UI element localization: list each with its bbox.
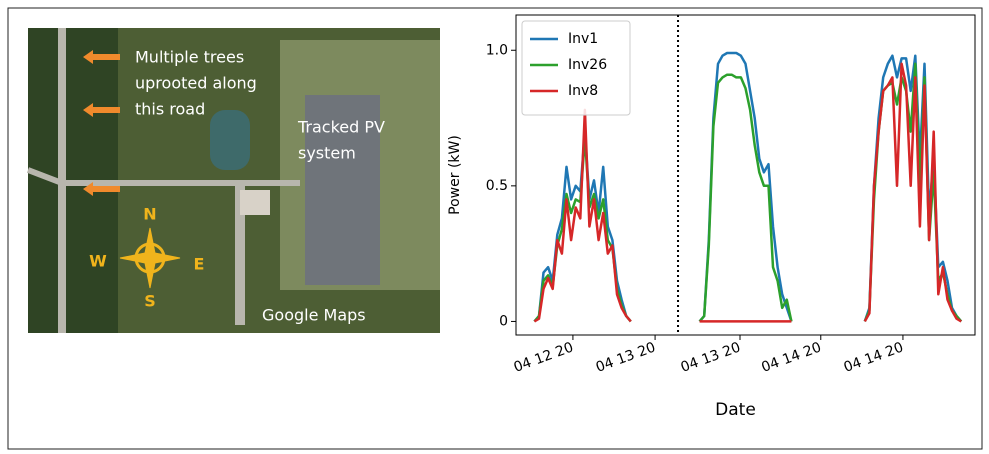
annotation-line: uprooted along <box>135 74 257 93</box>
pv-label: Tracked PV <box>297 118 385 137</box>
x-tick-label: 04 12 20 <box>512 339 576 375</box>
figure-frame <box>7 7 983 450</box>
annotation-line: this road <box>135 100 205 119</box>
plot-frame <box>515 14 976 336</box>
legend-label: Inv1 <box>568 31 598 47</box>
map-source: Google Maps <box>262 306 366 325</box>
annotation-line: Multiple trees <box>135 48 244 67</box>
legend-label: Inv26 <box>568 57 607 73</box>
building <box>240 190 270 215</box>
pv-array <box>305 95 380 285</box>
arrow <box>83 182 120 196</box>
x-axis-label: Date <box>715 400 756 420</box>
compass-w: W <box>89 252 107 271</box>
y-tick-label: 1.0 <box>486 42 508 58</box>
compass-e: E <box>194 255 205 274</box>
compass-letters: N S E W <box>89 205 204 311</box>
aerial-map: N S E W Multiple trees uprooted along th… <box>26 28 440 333</box>
pond <box>210 110 250 170</box>
y-tick-label: 0 <box>499 313 508 329</box>
x-tick-label: 04 13 20 <box>679 339 743 375</box>
road <box>235 185 245 325</box>
x-tick-label: 04 14 20 <box>759 339 823 375</box>
compass-n: N <box>143 205 156 224</box>
legend-label: Inv8 <box>568 83 598 99</box>
x-tick-label: 04 14 20 <box>842 339 906 375</box>
map-labels: Multiple trees uprooted along this road … <box>135 48 385 325</box>
x-tick-label: 04 13 20 <box>594 339 658 375</box>
compass <box>119 227 181 289</box>
compass-s: S <box>144 292 156 311</box>
line-chart: 0 0.5 1.0 04 12 20 04 13 20 04 13 20 04 14 20 0… <box>447 14 976 420</box>
arrow <box>83 50 120 64</box>
compass-ring <box>134 242 166 274</box>
arrows <box>83 50 120 196</box>
series-line <box>533 62 962 323</box>
arrow <box>83 103 120 117</box>
road <box>26 167 300 186</box>
y-tick-label: 0.5 <box>486 178 508 194</box>
y-axis-label: Power (kW) <box>447 135 463 215</box>
compass-star <box>119 227 181 289</box>
pv-label: system <box>298 144 356 163</box>
